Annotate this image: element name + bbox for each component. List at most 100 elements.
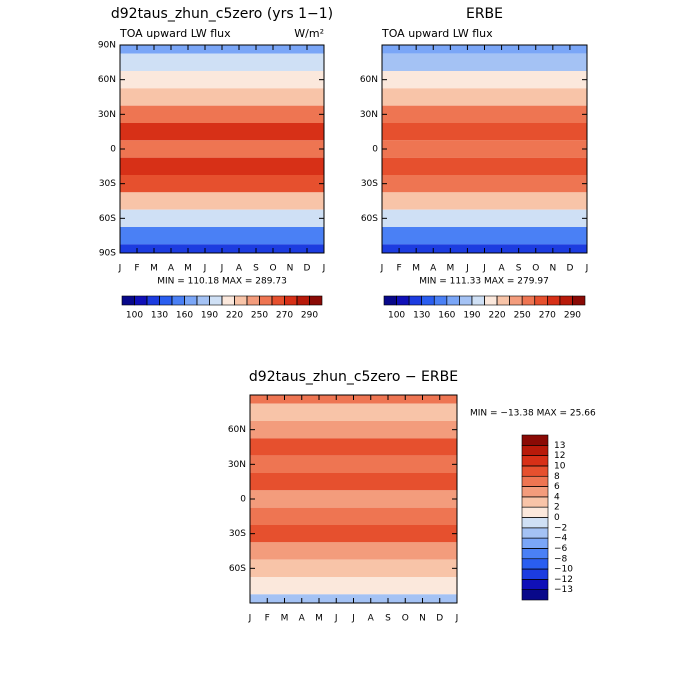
x-tick-label: J (455, 614, 459, 624)
colorbar-box (171, 295, 185, 306)
contour-band (120, 209, 324, 227)
y-tick-label: 30S (229, 529, 246, 539)
x-tick-label: A (368, 614, 375, 624)
colorbar-box (521, 579, 549, 590)
x-tick-label: F (265, 614, 270, 624)
colorbar-label: 0 (554, 513, 560, 523)
y-tick-label: 60S (229, 564, 246, 574)
colorbar-box (521, 465, 549, 477)
colorbar-label: 250 (251, 311, 268, 321)
y-tick-label: 60N (228, 425, 246, 435)
x-tick-label: A (236, 264, 243, 274)
colorbar-box (408, 295, 422, 306)
colorbar-box (383, 295, 397, 306)
x-tick-label: N (287, 264, 294, 274)
x-tick-label: J (220, 264, 224, 274)
colorbar-box (521, 496, 549, 508)
colorbar-box (246, 295, 260, 306)
x-tick-label: M (412, 264, 420, 274)
colorbar-box (433, 295, 448, 306)
contour-band (382, 53, 587, 71)
colorbar-label: −6 (554, 544, 568, 554)
contour-band (382, 105, 587, 123)
colorbar-label: 100 (126, 311, 143, 321)
colorbar-box (521, 558, 549, 570)
y-tick-label: 30N (360, 110, 378, 120)
x-tick-label: J (585, 264, 589, 274)
colorbar-box (309, 295, 323, 306)
colorbar-label: 290 (301, 311, 318, 321)
contour-band (382, 192, 587, 210)
contour-band (250, 490, 457, 508)
colorbar-label: 13 (554, 441, 565, 451)
contour-band (120, 71, 324, 89)
contour-band (382, 227, 587, 245)
y-tick-label: 90S (99, 249, 116, 259)
contour-band (120, 157, 324, 175)
contour-band (120, 192, 324, 210)
colorbar-label: 270 (276, 311, 293, 321)
colorbar-box (534, 295, 548, 306)
colorbar-box (209, 295, 223, 306)
x-tick-label: F (396, 264, 401, 274)
left-label: TOA upward LW flux (381, 27, 493, 40)
contour-band (250, 455, 457, 473)
x-tick-label: O (402, 614, 409, 624)
contour-band (120, 88, 324, 106)
y-tick-label: 0 (110, 145, 116, 155)
stats: MIN = 111.33 MAX = 279.97 (419, 277, 549, 287)
contour-band (382, 209, 587, 227)
colorbar-label: 160 (438, 311, 455, 321)
colorbar-box (484, 295, 498, 306)
contour-band (250, 559, 457, 577)
colorbar-box (259, 295, 273, 306)
x-tick-label: N (419, 614, 426, 624)
colorbar-label: 250 (514, 311, 531, 321)
colorbar-label: 190 (201, 311, 218, 321)
colorbar-box (521, 589, 549, 601)
x-tick-label: A (299, 614, 306, 624)
contour-band (250, 473, 457, 491)
colorbar-label: 270 (539, 311, 556, 321)
colorbar-box (471, 295, 485, 306)
colorbar-box (521, 506, 549, 518)
colorbar-label: 10 (554, 461, 566, 471)
y-tick-label: 60N (98, 75, 116, 85)
colorbar-box (521, 475, 549, 487)
colorbar-label: −10 (554, 565, 573, 575)
x-tick-label: J (118, 264, 122, 274)
colorbar-box (221, 295, 235, 306)
y-tick-label: 30N (228, 460, 246, 470)
colorbar-box (284, 295, 298, 306)
contour-band (250, 525, 457, 543)
colorbar-label: 160 (176, 311, 193, 321)
x-tick-label: J (322, 264, 326, 274)
colorbar-box (396, 295, 410, 306)
colorbar-label: −4 (554, 534, 568, 544)
colorbar-box (521, 445, 549, 456)
x-tick-label: J (351, 614, 355, 624)
colorbar-box (521, 295, 536, 306)
x-tick-label: S (385, 614, 391, 624)
x-tick-label: A (168, 264, 175, 274)
colorbar-box (196, 295, 210, 306)
y-tick-label: 30S (361, 179, 378, 189)
y-tick-label: 30S (99, 179, 116, 189)
colorbar-box (421, 295, 435, 306)
colorbar-label: 290 (564, 311, 581, 321)
contour-band (120, 227, 324, 245)
y-tick-label: 60N (360, 75, 378, 85)
contour-band (120, 123, 324, 141)
contour-band (250, 507, 457, 525)
colorbar-box (159, 295, 173, 306)
contour-band (382, 140, 587, 158)
colorbar-box (521, 486, 549, 498)
contour-band (120, 105, 324, 123)
x-tick-label: F (134, 264, 139, 274)
x-tick-label: J (334, 614, 338, 624)
colorbar-box (509, 295, 523, 306)
colorbar-label: 190 (463, 311, 480, 321)
colorbar-box (521, 568, 549, 580)
colorbar-label: 130 (151, 311, 168, 321)
right-label: W/m² (294, 27, 324, 40)
